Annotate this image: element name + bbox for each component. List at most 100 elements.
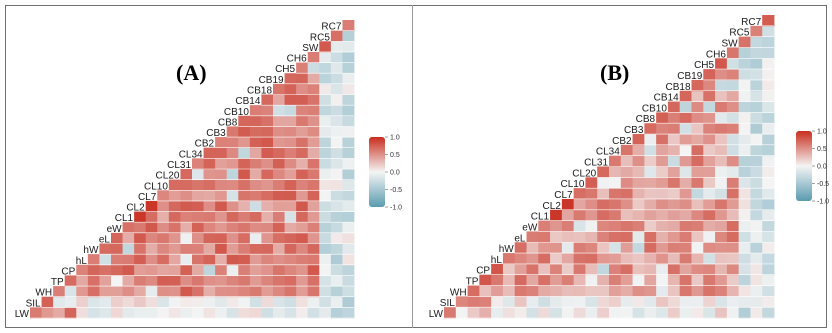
heatmap-cell xyxy=(99,275,112,287)
heatmap-cell xyxy=(261,264,274,276)
heatmap-cell xyxy=(134,254,147,266)
variable-label: TP xyxy=(51,277,64,288)
heatmap-cell xyxy=(726,253,740,265)
variable-label: SIL xyxy=(440,298,455,309)
heatmap-cell xyxy=(215,296,228,308)
heatmap-cell xyxy=(750,36,763,48)
variable-label: CL7 xyxy=(138,192,157,203)
heatmap-cell xyxy=(538,242,551,254)
heatmap-cell xyxy=(679,220,692,232)
heatmap-cell xyxy=(41,296,54,308)
heatmap-cell xyxy=(726,90,740,102)
heatmap-cell xyxy=(192,222,204,234)
heatmap-cell xyxy=(656,220,669,232)
heatmap-cell xyxy=(491,296,504,308)
heatmap-cell xyxy=(122,275,135,287)
heatmap-cell xyxy=(715,123,728,135)
heatmap-cell xyxy=(319,264,332,276)
heatmap-cell xyxy=(168,211,181,223)
heatmap-cell xyxy=(703,101,716,113)
heatmap-cell xyxy=(342,232,355,244)
heatmap-cell xyxy=(738,242,751,254)
heatmap-cell xyxy=(261,179,274,191)
heatmap-cell xyxy=(238,286,251,298)
heatmap-cell xyxy=(284,179,297,191)
heatmap-cell xyxy=(296,126,309,138)
heatmap-cell xyxy=(342,94,355,106)
heatmap-cell xyxy=(738,188,751,200)
heatmap-cell xyxy=(168,243,181,255)
heatmap-cell xyxy=(644,231,657,243)
heatmap-cell xyxy=(76,264,89,276)
heatmap-cell xyxy=(632,134,645,146)
heatmap-cell xyxy=(726,155,740,167)
heatmap-cell xyxy=(249,105,262,117)
heatmap-cell xyxy=(319,296,332,308)
heatmap-cell xyxy=(491,263,504,276)
heatmap-cell xyxy=(203,147,216,159)
heatmap-cell xyxy=(703,253,716,265)
heatmap-cell xyxy=(585,263,598,276)
heatmap-cell xyxy=(597,307,610,319)
heatmap-cell xyxy=(284,158,297,170)
heatmap-cell xyxy=(691,155,704,167)
heatmap-cell xyxy=(738,263,751,276)
heatmap-cell xyxy=(726,58,740,70)
heatmap-cell xyxy=(644,198,657,211)
heatmap-cell xyxy=(319,286,332,298)
heatmap-cell xyxy=(249,222,262,234)
heatmap-cell xyxy=(703,285,716,297)
heatmap-cell xyxy=(561,209,575,222)
heatmap-cell xyxy=(296,105,309,117)
heatmap-cell xyxy=(561,274,575,286)
heatmap-cell xyxy=(762,296,775,308)
heatmap-cell xyxy=(691,285,704,297)
heatmap-cell xyxy=(215,147,228,159)
heatmap-panel-a: (A) LWSILWHTPCPhLhWeLeWCL1CL2CL7CL10CL20… xyxy=(15,20,402,320)
variable-label: CB10 xyxy=(642,103,667,114)
heatmap-cell xyxy=(585,198,598,211)
heatmap-cell xyxy=(330,94,343,106)
heatmap-cell xyxy=(319,179,332,191)
heatmap-cell xyxy=(679,177,692,189)
heatmap-cell xyxy=(573,296,586,308)
heatmap-cell xyxy=(87,286,100,298)
heatmap-cell xyxy=(249,275,262,287)
heatmap-cell xyxy=(726,209,740,222)
heatmap-cell xyxy=(296,158,309,170)
heatmap-cell xyxy=(226,307,239,319)
heatmap-cell xyxy=(273,94,285,106)
heatmap-cell xyxy=(715,90,728,102)
heatmap-cell xyxy=(656,198,669,211)
heatmap-cell xyxy=(273,179,285,191)
heatmap-cell xyxy=(203,232,216,244)
heatmap-cell xyxy=(168,190,181,202)
heatmap-cell xyxy=(738,253,751,265)
heatmap-cell xyxy=(644,274,657,286)
heatmap-cell xyxy=(726,274,740,286)
heatmap-cell xyxy=(538,296,551,308)
heatmap-cell xyxy=(620,177,633,189)
heatmap-cell xyxy=(726,166,740,178)
variable-label: CB2 xyxy=(195,139,215,150)
heatmap-cell xyxy=(319,94,332,106)
heatmap-cell xyxy=(502,285,516,297)
heatmap-cell xyxy=(609,209,622,222)
heatmap-cell xyxy=(342,41,355,53)
heatmap-cell xyxy=(284,232,297,244)
heatmap-cell xyxy=(330,73,343,85)
heatmap-cell xyxy=(249,179,262,191)
heatmap-cell xyxy=(444,307,457,319)
heatmap-cell xyxy=(656,307,669,319)
heatmap-cell xyxy=(238,200,251,212)
heatmap-cell xyxy=(238,147,251,159)
heatmap-cell xyxy=(550,274,563,286)
heatmap-cell xyxy=(284,264,297,276)
heatmap-cell xyxy=(691,90,704,102)
heatmap-cell xyxy=(726,47,740,59)
heatmap-cell xyxy=(738,36,751,48)
heatmap-cell xyxy=(238,115,251,127)
heatmap-cell xyxy=(667,242,681,254)
variable-label: CH6 xyxy=(706,49,726,60)
variable-label: CB8 xyxy=(636,114,656,125)
